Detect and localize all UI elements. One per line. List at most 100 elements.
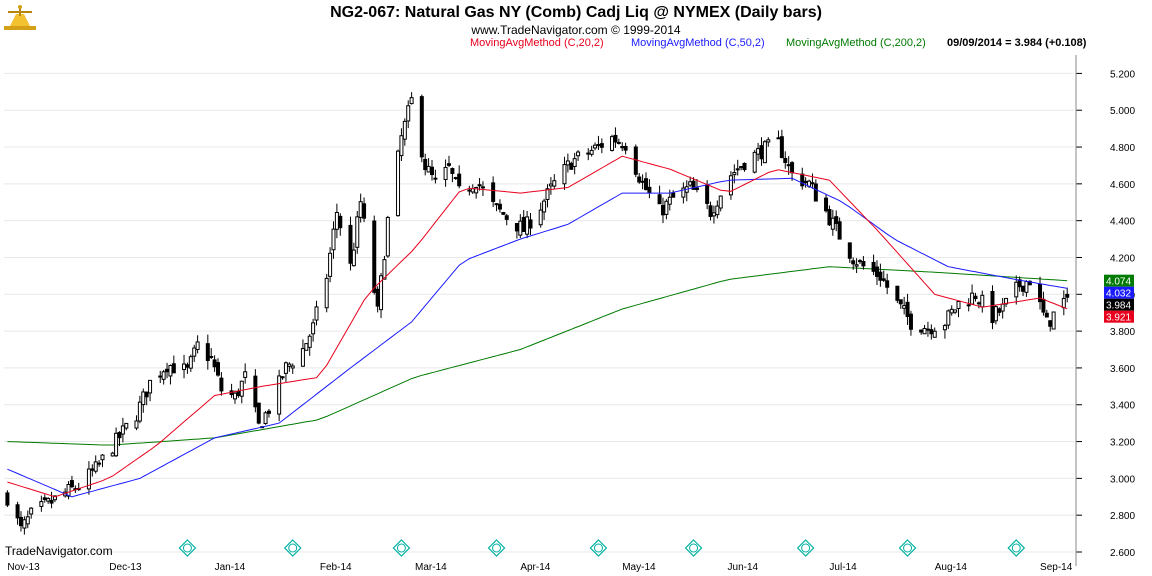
candle — [525, 210, 530, 239]
candle-body — [834, 216, 839, 224]
candle-body — [779, 136, 784, 159]
candle — [229, 383, 234, 398]
candle-body — [942, 325, 947, 331]
candle — [453, 176, 458, 180]
candle-body — [171, 363, 176, 374]
candle — [120, 417, 125, 443]
candle-body — [402, 120, 407, 140]
candle-body — [956, 300, 961, 309]
candle — [362, 197, 367, 223]
candle-body — [708, 205, 713, 217]
candle-body — [715, 205, 720, 216]
candle-body — [379, 275, 384, 311]
legend-ma200: MovingAvgMethod (C,200,2) — [786, 37, 926, 49]
candle-body — [426, 165, 431, 173]
candle — [93, 455, 98, 474]
candle-body — [117, 431, 122, 439]
candle — [728, 171, 733, 200]
candle — [576, 150, 581, 161]
candle — [219, 372, 224, 396]
candle-body — [348, 224, 353, 264]
candle — [300, 339, 305, 367]
candle-body — [188, 356, 193, 369]
roll-marker-ring — [1011, 543, 1021, 553]
ma200-series — [7, 266, 1068, 446]
candle — [596, 135, 601, 150]
candle — [803, 177, 808, 188]
candle-body — [949, 308, 954, 314]
candle-body — [148, 379, 153, 394]
candle-body — [973, 295, 978, 300]
candle-body — [52, 495, 57, 501]
candle-body — [287, 363, 292, 367]
y-tick-label: 5.200 — [1110, 69, 1135, 80]
y-tick-label: 2.800 — [1110, 511, 1135, 522]
candle — [885, 273, 890, 295]
y-tick-label: 3.600 — [1110, 364, 1135, 375]
candle — [858, 258, 862, 264]
candle-body — [334, 211, 339, 230]
y-tick-label: 4.200 — [1110, 253, 1135, 264]
candle-body — [976, 302, 981, 305]
candle — [97, 460, 102, 467]
candle-body — [854, 264, 859, 267]
candle — [671, 190, 676, 198]
candle-body — [480, 186, 485, 189]
price-last-tag-text: 3.984 — [1106, 301, 1131, 312]
candle — [290, 363, 295, 374]
candle — [433, 169, 438, 184]
candle-body — [351, 249, 356, 267]
candle-body — [49, 499, 54, 504]
candle — [406, 100, 411, 129]
candle — [253, 369, 258, 413]
candle-body — [759, 145, 764, 160]
candle-body — [565, 160, 570, 166]
legend-ma50: MovingAvgMethod (C,50,2) — [631, 37, 765, 49]
candle — [542, 198, 547, 221]
candle-body — [168, 365, 173, 377]
ma200-last-tag-text: 4.074 — [1106, 277, 1131, 288]
candle — [497, 199, 502, 213]
candle-body — [430, 166, 434, 176]
candle-body — [514, 223, 519, 232]
candle-body — [813, 183, 818, 202]
candle-body — [929, 329, 934, 335]
candle-body — [858, 260, 862, 263]
candle-body — [419, 96, 424, 158]
candle — [681, 182, 686, 204]
candle — [311, 318, 316, 342]
roll-marker-ring — [593, 543, 603, 553]
candle — [331, 221, 336, 259]
candle-body — [885, 280, 890, 288]
roll-marker-diamond — [392, 539, 411, 557]
candle — [861, 256, 866, 270]
candle-body — [290, 365, 295, 369]
candle — [742, 162, 747, 172]
ma50-line — [7, 177, 1068, 498]
x-axis: Nov-13 Dec-13 Jan-14 Feb-14 Mar-14 Apr-14 May-… — [7, 562, 1072, 573]
candle-body — [623, 145, 628, 151]
candle-body — [837, 221, 842, 240]
roll-marker-diamond — [487, 539, 506, 557]
y-tick-label: 3.200 — [1110, 438, 1135, 449]
candle — [42, 494, 47, 503]
candle-body — [205, 343, 210, 361]
candle-body — [372, 220, 377, 293]
trade-navigator-logo — [4, 5, 36, 30]
candle-body — [569, 162, 574, 170]
candle-body — [762, 141, 767, 164]
candle-body — [338, 215, 343, 229]
candle — [610, 134, 615, 152]
candle — [402, 118, 407, 146]
candle — [644, 172, 648, 191]
candle — [739, 166, 744, 171]
candle — [46, 497, 51, 504]
candle-body — [980, 294, 985, 308]
candle — [620, 142, 625, 152]
candle-body — [300, 348, 305, 367]
candle-body — [895, 285, 900, 301]
ma20-last-tag-text: 3.921 — [1106, 313, 1131, 324]
candle-body — [443, 166, 448, 180]
candle — [358, 193, 363, 223]
candle — [518, 214, 523, 239]
